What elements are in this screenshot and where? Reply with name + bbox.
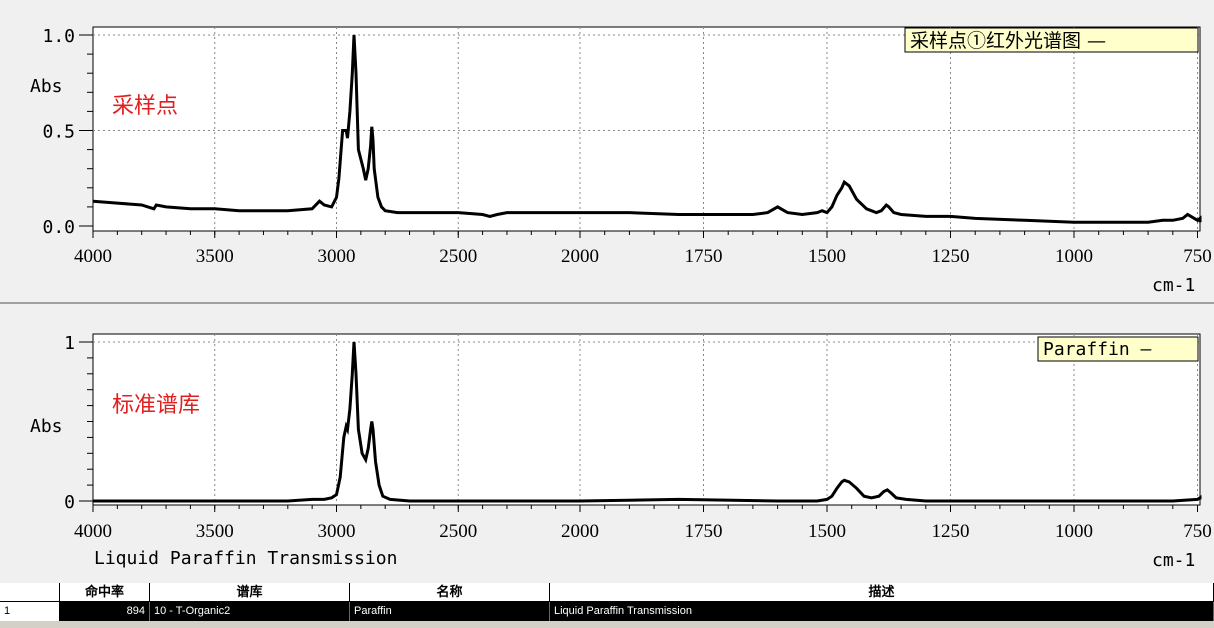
column-header-name[interactable]: 名称 (350, 583, 550, 602)
table-row[interactable]: 1 894 10 - T-Organic2 Paraffin Liquid Pa… (0, 602, 1214, 621)
y-tick-label: 0 (64, 492, 75, 513)
y-tick-label: 1 (64, 333, 75, 354)
x-tick-label: 3000 (318, 521, 356, 542)
row-number: 1 (0, 602, 60, 621)
y-tick-label: 0.5 (42, 122, 75, 143)
x-tick-label: 2500 (439, 521, 477, 542)
x-tick-label: 3500 (196, 246, 234, 267)
x-tick-label: 4000 (74, 521, 112, 542)
x-tick-label: 1500 (808, 521, 846, 542)
x-tick-label: 2000 (561, 246, 599, 267)
x-tick-label: 4000 (74, 246, 112, 267)
x-tick-label: 2500 (439, 246, 477, 267)
panel-label-library: 标准谱库 (112, 393, 200, 418)
legend-box-bottom (1037, 336, 1199, 362)
x-tick-label: 3000 (318, 246, 356, 267)
spectrum-line-library (93, 341, 1202, 503)
sample-spectrum-panel: 4000 3500 3000 2500 2000 1750 1500 1250 1000 750 … (30, 26, 1212, 296)
x-tick-label: 750 (1183, 521, 1212, 542)
cell-score[interactable]: 894 (60, 602, 150, 621)
spectrum-subtitle: Liquid Paraffin Transmission (94, 548, 397, 569)
x-tick-label: 750 (1183, 246, 1212, 267)
cell-library[interactable]: 10 - T-Organic2 (150, 602, 350, 621)
plot-area-top[interactable] (92, 26, 1201, 232)
x-tick-label: 1000 (1055, 246, 1093, 267)
legend-text-bottom: Paraffin — (1043, 339, 1152, 360)
legend-box-top (904, 27, 1199, 53)
y-ticks-bottom: 10 (64, 333, 93, 513)
legend-text-top: 采样点①红外光谱图 — (910, 30, 1106, 52)
y-axis-label-bottom: Abs (30, 416, 63, 437)
column-header-library[interactable]: 谱库 (150, 583, 350, 602)
x-tick-label: 2000 (561, 521, 599, 542)
spectrum-line-sample (92, 34, 1202, 224)
y-tick-label: 0.0 (42, 217, 75, 238)
x-tick-label: 1750 (685, 246, 723, 267)
y-ticks-top: 1.0 0.5 0.0 (42, 26, 93, 238)
column-header-score[interactable]: 命中率 (60, 583, 150, 602)
cell-description[interactable]: Liquid Paraffin Transmission (550, 602, 1214, 621)
x-axis-unit-bottom: cm-1 (1152, 550, 1195, 571)
x-tick-label: 1250 (932, 521, 970, 542)
x-tick-label: 1750 (685, 521, 723, 542)
search-results-table: 命中率 谱库 名称 描述 1 894 10 - T-Organic2 Paraf… (0, 583, 1214, 628)
x-ticks-top: 4000 3500 3000 2500 2000 1750 1500 1250 1000 750 (74, 231, 1212, 267)
x-ticks-bottom: 4000 3500 3000 2500 2000 1750 1500 1250 1000 750 (74, 505, 1212, 542)
panel-label-sample: 采样点 (112, 94, 178, 119)
spectra-figure: 4000 3500 3000 2500 2000 1750 1500 1250 1000 750 … (0, 0, 1214, 583)
header-corner (0, 583, 60, 602)
x-tick-label: 1500 (808, 246, 846, 267)
library-spectrum-panel: 4000 3500 3000 2500 2000 1750 1500 1250 1000 750 … (30, 333, 1212, 571)
y-tick-label: 1.0 (42, 26, 75, 47)
x-tick-label: 3500 (196, 521, 234, 542)
cell-name[interactable]: Paraffin (350, 602, 550, 621)
x-axis-unit-top: cm-1 (1152, 275, 1195, 296)
y-axis-label-top: Abs (30, 76, 63, 97)
x-tick-label: 1000 (1055, 521, 1093, 542)
grid-bottom (93, 334, 1200, 505)
column-header-description[interactable]: 描述 (550, 583, 1214, 602)
table-header-row: 命中率 谱库 名称 描述 (0, 583, 1214, 602)
x-tick-label: 1250 (932, 246, 970, 267)
plot-area-bottom[interactable] (92, 333, 1201, 506)
